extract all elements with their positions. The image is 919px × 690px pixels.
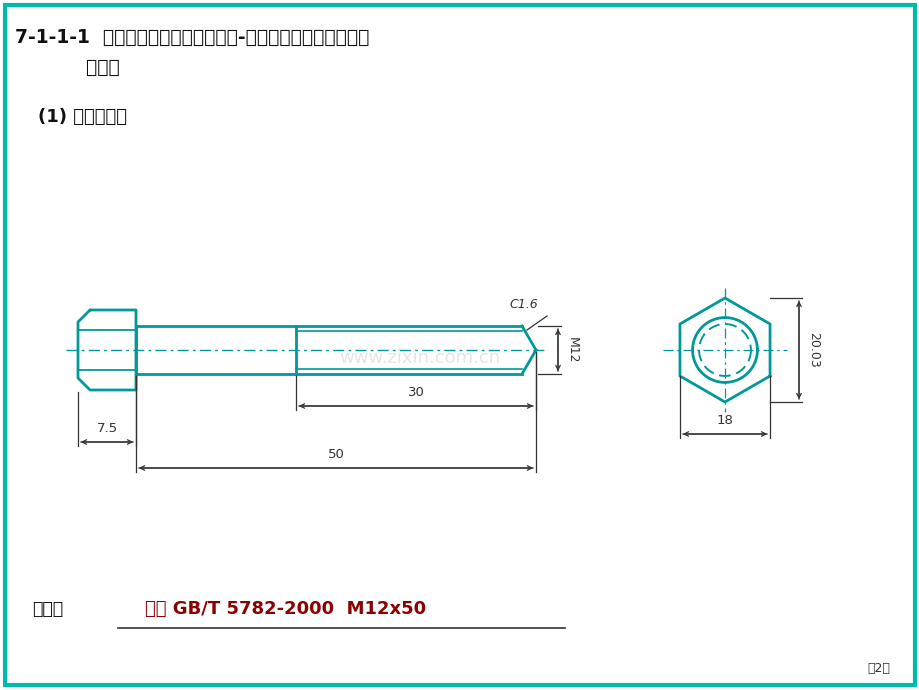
- Text: 18: 18: [716, 414, 732, 427]
- Text: 7.5: 7.5: [96, 422, 118, 435]
- Text: 第2页: 第2页: [867, 662, 889, 675]
- Text: 20.03: 20.03: [806, 332, 819, 368]
- Text: 30: 30: [407, 386, 424, 399]
- Text: 50: 50: [327, 448, 344, 461]
- Text: 标识。: 标识。: [60, 58, 119, 77]
- Text: C1.6: C1.6: [508, 297, 538, 310]
- Text: 螺栓 GB/T 5782-2000  M12x50: 螺栓 GB/T 5782-2000 M12x50: [145, 600, 425, 618]
- Text: www.zixin.com.cn: www.zixin.com.cn: [339, 349, 500, 367]
- Text: (1) 六角头螺栓: (1) 六角头螺栓: [38, 108, 127, 126]
- Text: 7-1-1-1  螺纹紧固件标识及画法练习-由所给图形及尺寸，写出: 7-1-1-1 螺纹紧固件标识及画法练习-由所给图形及尺寸，写出: [15, 28, 369, 47]
- Text: 标记：: 标记：: [32, 600, 63, 618]
- Text: M12: M12: [565, 337, 578, 363]
